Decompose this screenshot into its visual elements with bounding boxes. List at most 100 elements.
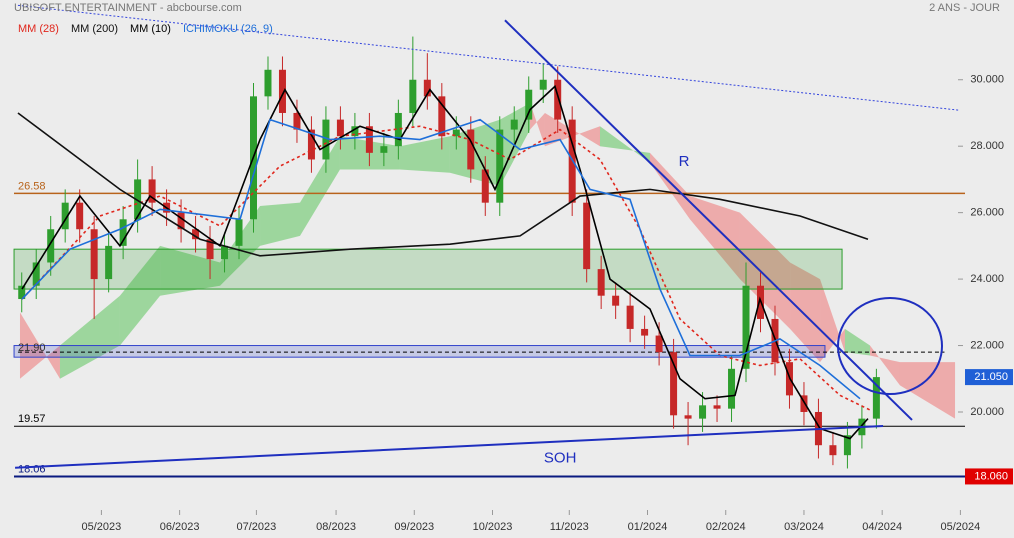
candle-body [322, 119, 330, 160]
level-label: 26.58 [18, 180, 46, 192]
candle-body [438, 96, 446, 137]
x-tick-label: 05/2023 [82, 521, 122, 533]
candle-body [684, 415, 692, 419]
candle-body [293, 112, 301, 130]
candle-body [800, 395, 808, 412]
candle-body [525, 89, 533, 120]
kumo-segment [870, 345, 900, 386]
kumo-segment [899, 362, 956, 419]
candle-body [134, 179, 142, 220]
x-tick-label: 08/2023 [316, 521, 356, 533]
candle-body [278, 69, 286, 113]
trendline [17, 4, 961, 111]
candle-body [583, 202, 591, 270]
kumo-segment [399, 136, 450, 173]
legend-entry: MM (28) [18, 23, 59, 35]
series-line [17, 112, 869, 257]
candle-body [105, 245, 113, 280]
chart-title: UBISOFT ENTERTAINMENT - abcbourse.com [14, 2, 242, 14]
x-tick-label: 03/2024 [784, 521, 824, 533]
candle-body [47, 229, 55, 263]
candle-body [728, 368, 736, 409]
zone [13, 345, 826, 358]
highlight-ellipse [837, 297, 943, 395]
legend-entry: ICHIMOKU (26, 9) [183, 23, 273, 35]
candle-body [380, 146, 388, 153]
kumo-segment [790, 262, 821, 363]
kumo-segment [59, 295, 120, 379]
x-tick-label: 04/2024 [862, 521, 902, 533]
candle-body [597, 269, 605, 296]
kumo-segment [599, 126, 650, 163]
kumo-segment [530, 102, 545, 147]
price-layer [17, 36, 880, 469]
candle-body [61, 202, 69, 230]
kumo-segment [739, 212, 791, 329]
candle-body [452, 129, 460, 137]
candle-body [626, 305, 634, 329]
candle-body [18, 285, 26, 300]
x-tick-label: 11/2023 [550, 521, 589, 533]
zone-label: 21.90 [18, 342, 46, 354]
candle-body [336, 119, 344, 137]
candle-body [829, 445, 837, 456]
kumo-segment [299, 136, 340, 236]
series-line [21, 118, 861, 400]
candle-body [177, 212, 185, 230]
back-layer [13, 79, 965, 515]
candle-body [119, 219, 127, 246]
y-tick-label: 30.000 [970, 74, 1004, 86]
candle-body [843, 435, 851, 456]
candle-body [872, 377, 880, 419]
candle-body [423, 79, 431, 97]
level-label: 18.06 [18, 463, 46, 475]
x-tick-label: 10/2023 [473, 521, 513, 533]
candle-body [32, 262, 40, 286]
x-tick-label: 09/2023 [394, 521, 434, 533]
candle-body [148, 179, 156, 203]
kumo-segment [160, 245, 221, 296]
candle-body [742, 285, 750, 369]
candle-body [192, 229, 200, 240]
candle-body [655, 335, 663, 353]
candle-body [206, 239, 214, 260]
series-line [21, 125, 871, 411]
candle-body [307, 129, 315, 160]
trendline-label: SOH [544, 449, 577, 466]
x-tick-label: 05/2024 [941, 521, 981, 533]
candle-body [713, 405, 721, 409]
candle-body [90, 229, 98, 280]
candle-body [510, 119, 518, 130]
x-tick-label: 06/2023 [160, 521, 200, 533]
price-tag-box [965, 468, 1013, 485]
y-tick-label: 26.000 [970, 207, 1004, 219]
y-tick-label: 22.000 [970, 339, 1004, 351]
y-tick-label: 28.000 [970, 140, 1004, 152]
x-tick-label: 01/2024 [628, 521, 668, 533]
legend-entry: MM (200) [71, 23, 118, 35]
candle-body [76, 202, 84, 230]
trendline-label: R [679, 153, 690, 170]
y-tick-label: 20.000 [970, 406, 1004, 418]
kumo-segment [119, 245, 161, 346]
legend-entry: MM (10) [130, 23, 171, 35]
kumo-segment [820, 279, 845, 363]
front-layer: 20.000 22.000 24.000 26.000 28.000 30.000 05/2… [15, 4, 1013, 533]
x-tick-label: 07/2023 [237, 521, 277, 533]
x-tick-label: 02/2024 [706, 521, 746, 533]
candle-body [699, 405, 707, 419]
candle-body [365, 126, 373, 153]
candle-body [467, 129, 475, 170]
kumo-segment [544, 112, 600, 147]
candle-body [670, 352, 678, 416]
kumo-segment [260, 202, 300, 246]
candle-body [641, 328, 649, 336]
price-tag-box [965, 369, 1013, 386]
candle-body [481, 169, 489, 203]
candle-body [221, 245, 229, 260]
candle-body [394, 112, 402, 147]
candle-body [235, 219, 243, 246]
kumo-segment [844, 328, 871, 356]
price-tag-label: 18.060 [974, 470, 1008, 482]
